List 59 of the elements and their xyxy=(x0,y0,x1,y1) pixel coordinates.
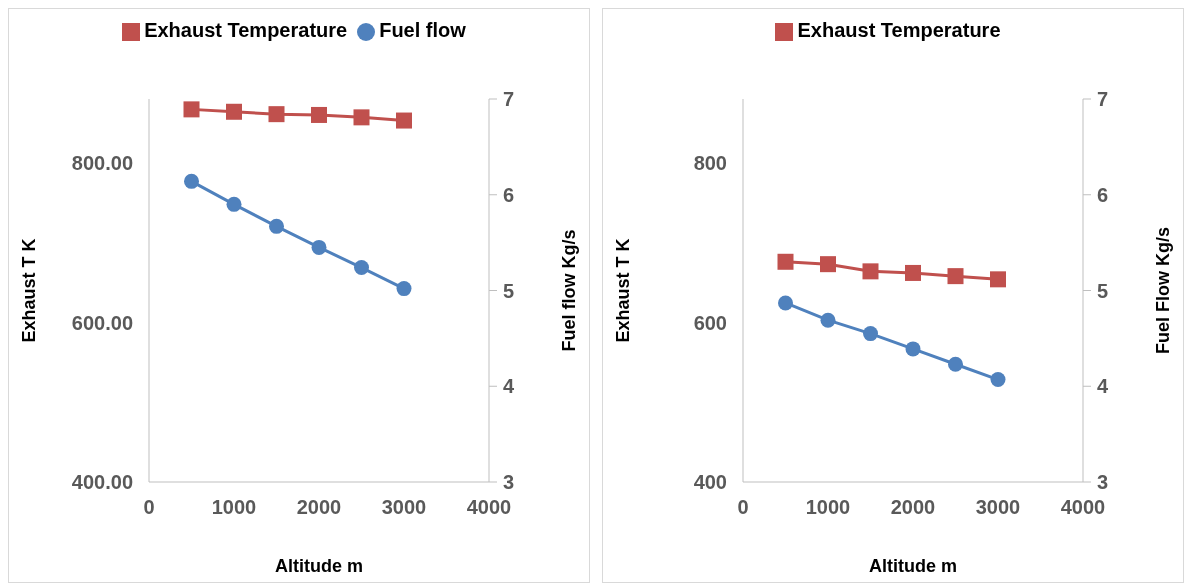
point xyxy=(948,356,963,372)
point xyxy=(947,268,964,285)
x-tick-label: 3000 xyxy=(975,496,1021,519)
point xyxy=(184,173,199,189)
point xyxy=(226,103,242,120)
y-axis-title: Exhaust T K xyxy=(19,238,40,343)
y2-tick-label: 5 xyxy=(1097,279,1109,302)
point xyxy=(269,218,284,234)
y-tick-label: 800 xyxy=(693,151,727,174)
y-tick-label: 600.00 xyxy=(71,311,133,334)
x-tick-label: 3000 xyxy=(381,496,427,519)
point xyxy=(777,253,794,270)
point xyxy=(820,256,836,273)
point xyxy=(862,263,879,280)
y2-tick-label: 4 xyxy=(1097,375,1109,398)
y-tick-label: 600 xyxy=(693,311,727,334)
y2-tick-label: 6 xyxy=(1097,183,1109,206)
y2-tick-label: 7 xyxy=(1097,88,1109,111)
x-tick-label: 2000 xyxy=(296,496,342,519)
point xyxy=(863,326,878,342)
point xyxy=(311,239,327,255)
point xyxy=(311,106,327,123)
point xyxy=(396,112,412,129)
x-tick-label: 0 xyxy=(737,496,749,519)
legend-label: Exhaust Temperature xyxy=(144,19,348,41)
point xyxy=(905,341,921,357)
y2-tick-label: 3 xyxy=(1097,471,1109,494)
y2-tick-label: 3 xyxy=(503,471,515,494)
y-tick-label: 800.00 xyxy=(71,151,133,174)
point xyxy=(820,312,836,328)
point xyxy=(905,264,921,281)
y2-tick-label: 5 xyxy=(503,279,515,302)
point xyxy=(354,260,369,276)
point xyxy=(990,372,1006,388)
y-tick-label: 400 xyxy=(693,471,727,494)
x-tick-label: 2000 xyxy=(890,496,936,519)
x-tick-label: 4000 xyxy=(1060,496,1106,519)
y2-tick-label: 4 xyxy=(503,375,515,398)
legend-label: Fuel flow xyxy=(379,19,466,41)
legend-label: Exhaust Temperature xyxy=(797,19,1001,41)
x-tick-label: 1000 xyxy=(805,496,851,519)
y2-axis-title: Fuel flow Kg/s xyxy=(559,229,580,352)
x-axis-title: Altitude m xyxy=(869,556,957,576)
point xyxy=(990,271,1006,288)
point xyxy=(396,281,412,297)
point xyxy=(353,109,370,126)
point xyxy=(226,196,242,212)
x-tick-label: 0 xyxy=(143,496,155,519)
point xyxy=(183,101,200,118)
point xyxy=(268,106,285,123)
y2-tick-label: 6 xyxy=(503,183,515,206)
y2-axis-title: Fuel Flow Kg/s xyxy=(1153,226,1174,355)
y2-tick-label: 7 xyxy=(503,88,515,111)
x-axis-title: Altitude m xyxy=(275,556,363,576)
y-tick-label: 400.00 xyxy=(71,471,133,494)
x-tick-label: 4000 xyxy=(466,496,512,519)
x-tick-label: 1000 xyxy=(211,496,257,519)
y-axis-title: Exhaust T K xyxy=(613,238,634,343)
point xyxy=(778,295,793,311)
